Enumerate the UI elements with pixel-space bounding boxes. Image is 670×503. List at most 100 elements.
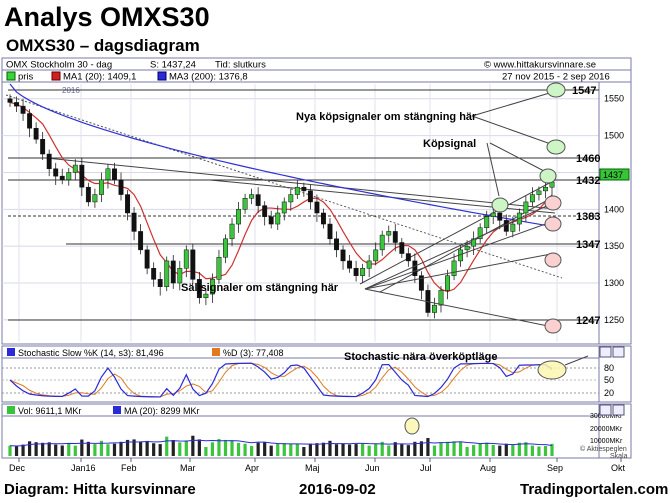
volume-bar [250, 445, 254, 456]
volume-bar [413, 441, 417, 456]
candle-body [451, 260, 457, 276]
buy-circle-1547 [546, 82, 566, 98]
candle-body [360, 268, 366, 276]
vol-swatch [7, 406, 15, 414]
x-tick-label: Apr [245, 463, 259, 473]
candle-body [105, 168, 111, 181]
candle-body [307, 190, 313, 203]
uptrend-line-1 [359, 179, 556, 285]
volume-bar [184, 440, 188, 456]
candle-body [432, 304, 437, 313]
vol-label-30000: 30000MKr [590, 413, 623, 420]
volume-bar [387, 445, 391, 456]
arrow-to-1547 [471, 91, 554, 117]
volume-bar [543, 445, 548, 456]
volume-bar [361, 443, 365, 456]
arrow-to-1400 [364, 203, 552, 290]
stoch-d-label: %D (3): 77,408 [223, 348, 284, 358]
vol-settings-icon [612, 404, 625, 416]
legend-ma3: MA3 (200): 1376,8 [169, 72, 248, 83]
volume-bar [41, 442, 45, 456]
stoch-label-20: 20 [604, 388, 614, 398]
last-price-tag-label: 1437 [603, 170, 623, 180]
candle-body [373, 249, 379, 262]
volume-bar [334, 444, 339, 456]
volume-bar [93, 444, 97, 456]
volume-bar [419, 441, 423, 456]
volume-bar [230, 440, 234, 456]
candle-body [484, 216, 490, 228]
candle-body [249, 194, 255, 199]
annotation-buy-signal: Köpsignal [423, 138, 476, 150]
candle-body [203, 293, 209, 299]
candle-body [503, 220, 509, 232]
vol-ma-label: MA (20): 8299 MKr [124, 406, 200, 416]
volume-bar [178, 442, 182, 456]
volume-bar [400, 444, 404, 456]
candle-body [314, 201, 320, 214]
candle-body [288, 194, 294, 203]
candle-body [320, 212, 326, 225]
volume-bar [491, 444, 495, 456]
volume-bar [171, 440, 175, 456]
arrow-to-1340 [364, 253, 552, 290]
toolbar-icons [599, 346, 625, 416]
candle-body [301, 186, 307, 192]
candle-body [98, 179, 104, 195]
volume-bar [223, 439, 228, 456]
candle-body [281, 201, 287, 214]
price-tick-label: 1550 [604, 94, 624, 104]
candle-body [118, 179, 124, 195]
candle-body [177, 268, 183, 284]
volume-bar [341, 443, 345, 456]
buy-circle-aug [491, 197, 509, 213]
resistance-line-1 [45, 157, 556, 210]
volume-bar [191, 435, 195, 456]
candle-body [471, 238, 477, 247]
candle-body [529, 194, 535, 203]
candle-body [59, 175, 65, 181]
volume-bar [465, 447, 469, 456]
arrow-to-1375 [364, 221, 552, 290]
annotation-stoch-note: Stochastic nära överköptläge [344, 351, 497, 363]
arrow-to-buy-1 [486, 142, 500, 197]
x-tick-label: Dec [9, 463, 26, 473]
price-axis [598, 81, 632, 345]
volume-bar [485, 442, 489, 456]
volume-bar [8, 445, 12, 456]
candle-body [340, 249, 346, 262]
candle-body [464, 245, 470, 251]
volume-bar [243, 443, 247, 456]
arrow-to-buy-2 [489, 142, 547, 173]
x-tick-label: Sep [547, 463, 563, 473]
level-label-1432: 1432 [576, 175, 600, 187]
volume-bar [374, 443, 378, 456]
candle-body [138, 231, 144, 251]
candle-body [543, 186, 548, 192]
volume-bar [269, 445, 273, 456]
legend-price: pris [18, 72, 34, 83]
volume-bar [27, 441, 32, 456]
vol-panel [1, 415, 600, 459]
volume-bar [67, 443, 71, 456]
volume-bar [478, 443, 482, 456]
ma3-line [9, 83, 553, 228]
candle-body [14, 102, 19, 107]
volume-bar [537, 446, 541, 456]
volume-bar [139, 441, 143, 456]
price-tick-label: 1400 [604, 204, 624, 214]
volume-bar [145, 440, 149, 456]
volume-bar [106, 444, 110, 456]
volume-bar [47, 442, 51, 456]
vol-ma-line [9, 439, 553, 447]
stoch-d-line [9, 362, 553, 398]
legend-ma1-swatch [51, 71, 61, 81]
stoch-zoom-icon [599, 346, 612, 358]
volume-bar [511, 444, 515, 456]
candle-body [131, 212, 137, 232]
level-label-1547: 1547 [572, 85, 596, 97]
candle-body [170, 260, 176, 284]
price-info: S: 1437,24 [150, 60, 196, 71]
vol-label-10000: 10000MKr [590, 438, 623, 445]
